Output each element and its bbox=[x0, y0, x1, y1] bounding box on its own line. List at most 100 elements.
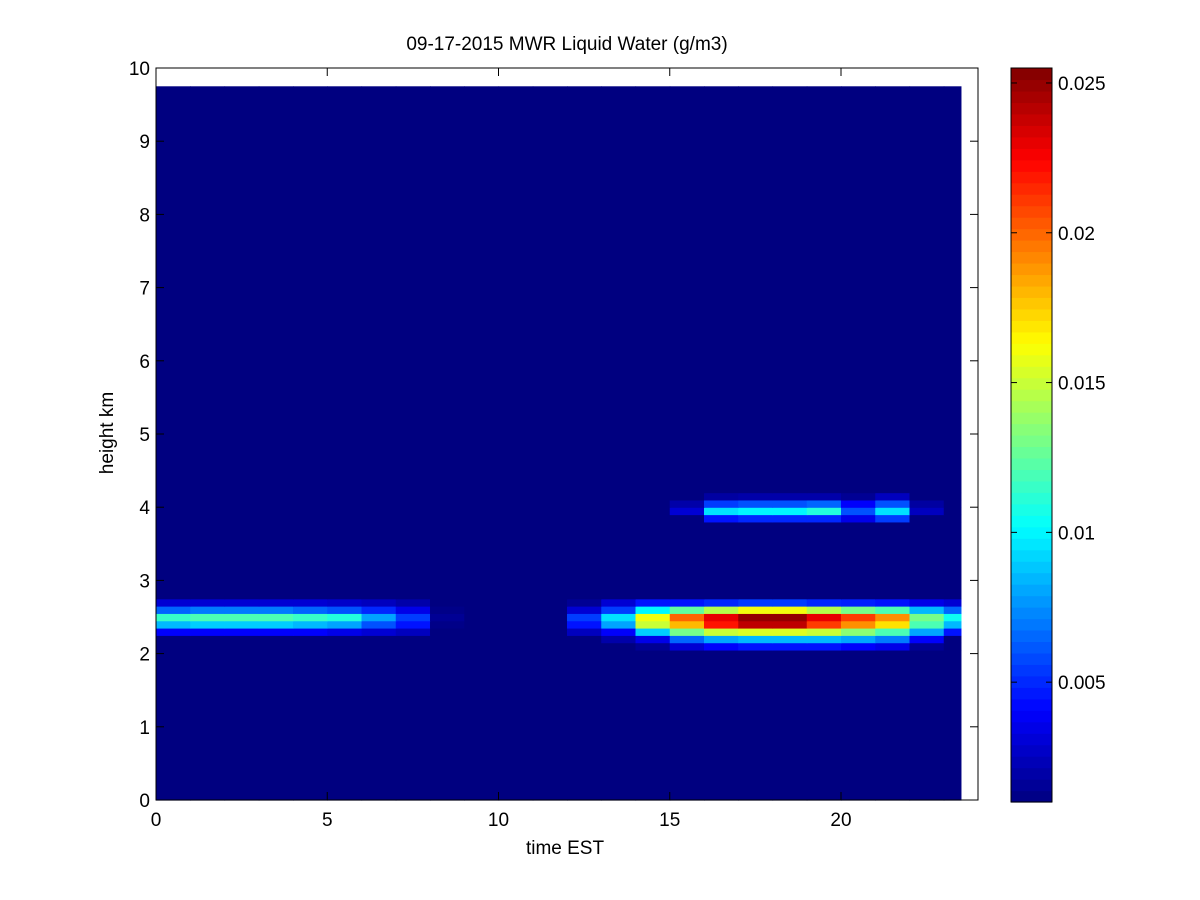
heatmap-cell bbox=[567, 642, 602, 651]
heatmap-cell bbox=[635, 492, 671, 501]
heatmap-cell bbox=[430, 606, 465, 614]
heatmap-cell bbox=[532, 620, 568, 629]
heatmap-cell bbox=[395, 499, 431, 508]
heatmap-cell bbox=[635, 649, 671, 801]
heatmap-cell bbox=[909, 620, 945, 629]
x-tick-label: 20 bbox=[830, 810, 851, 831]
heatmap-cell bbox=[567, 499, 602, 508]
heatmap-cell bbox=[875, 642, 911, 651]
heatmap-cell bbox=[738, 642, 774, 651]
heatmap-cell bbox=[224, 627, 260, 636]
colorbar-segment bbox=[1011, 285, 1052, 298]
x-tick-label: 10 bbox=[488, 810, 509, 831]
heatmap-cell bbox=[430, 649, 465, 801]
colorbar-segment bbox=[1011, 159, 1052, 172]
heatmap-cell bbox=[772, 642, 808, 651]
colorbar-segment bbox=[1011, 549, 1052, 562]
heatmap-cell bbox=[909, 627, 945, 636]
heatmap-cell bbox=[293, 521, 328, 600]
heatmap-cell bbox=[395, 606, 431, 614]
heatmap-cell bbox=[738, 649, 774, 801]
heatmap-cell bbox=[361, 492, 397, 501]
heatmap-cell bbox=[190, 507, 226, 516]
heatmap-cell bbox=[772, 613, 808, 622]
colorbar-segment bbox=[1011, 262, 1052, 276]
heatmap-cell bbox=[395, 507, 431, 516]
heatmap-cell bbox=[361, 649, 397, 801]
heatmap-cell bbox=[327, 635, 363, 644]
colorbar-segment bbox=[1011, 136, 1052, 149]
heatmap-cell bbox=[806, 521, 842, 600]
heatmap-cell bbox=[601, 613, 637, 622]
heatmap-cell bbox=[806, 606, 842, 614]
heatmap-cell bbox=[669, 606, 705, 614]
heatmap-cell bbox=[943, 642, 962, 651]
heatmap-cell bbox=[464, 598, 500, 607]
heatmap-cell bbox=[464, 514, 500, 523]
heatmap-cell bbox=[190, 492, 226, 501]
colorbar-segment bbox=[1011, 102, 1052, 115]
heatmap-cell bbox=[601, 492, 637, 501]
heatmap-cell bbox=[224, 492, 260, 501]
heatmap-cell bbox=[875, 521, 911, 600]
heatmap-cell bbox=[875, 86, 911, 494]
heatmap-cell bbox=[567, 521, 602, 600]
heatmap-cell bbox=[258, 627, 294, 636]
heatmap-cell bbox=[190, 499, 226, 508]
heatmap-cell bbox=[806, 86, 842, 494]
heatmap-cell bbox=[430, 642, 465, 651]
colorbar-segment bbox=[1011, 297, 1052, 310]
heatmap-cell bbox=[635, 627, 671, 636]
colorbar-segment bbox=[1011, 790, 1052, 803]
y-tick-label: 3 bbox=[139, 571, 150, 592]
heatmap-cell bbox=[498, 514, 534, 523]
heatmap-cell bbox=[293, 598, 328, 607]
heatmap-cell bbox=[806, 620, 842, 629]
heatmap-cell bbox=[190, 627, 226, 636]
heatmap-cell bbox=[772, 521, 808, 600]
heatmap-cell bbox=[669, 86, 705, 494]
colorbar-tick-label: 0.005 bbox=[1058, 673, 1106, 694]
heatmap-cell bbox=[327, 514, 363, 523]
heatmap-cell bbox=[669, 521, 705, 600]
y-tick-label: 0 bbox=[139, 791, 150, 812]
heatmap-cell bbox=[841, 514, 876, 523]
heatmap-cell bbox=[395, 649, 431, 801]
heatmap-cell bbox=[669, 627, 705, 636]
heatmap-cell bbox=[909, 514, 945, 523]
heatmap-cell bbox=[601, 499, 637, 508]
heatmap-cell bbox=[567, 635, 602, 644]
heatmap-cell bbox=[224, 499, 260, 508]
heatmap-cell bbox=[361, 521, 397, 600]
y-tick-label: 2 bbox=[139, 645, 150, 666]
heatmap-cell bbox=[909, 642, 945, 651]
heatmap-cell bbox=[258, 514, 294, 523]
heatmap-cell bbox=[224, 635, 260, 644]
heatmap-cell bbox=[258, 606, 294, 614]
heatmap-cell bbox=[601, 620, 637, 629]
heatmap-cell bbox=[293, 492, 328, 501]
heatmap-cell bbox=[567, 606, 602, 614]
heatmap-cell bbox=[156, 507, 191, 516]
colorbar-segment bbox=[1011, 435, 1052, 448]
heatmap-cell bbox=[395, 635, 431, 644]
heatmap-cell bbox=[806, 635, 842, 644]
heatmap-cell bbox=[704, 507, 739, 516]
heatmap-cell bbox=[806, 499, 842, 508]
heatmap-cell bbox=[738, 499, 774, 508]
heatmap-cells bbox=[156, 86, 962, 801]
heatmap-cell bbox=[190, 598, 226, 607]
heatmap-cell bbox=[464, 507, 500, 516]
heatmap-cell bbox=[532, 521, 568, 600]
heatmap-cell bbox=[327, 86, 363, 494]
colorbar-segment bbox=[1011, 607, 1052, 620]
heatmap-cell bbox=[224, 613, 260, 622]
heatmap-cell bbox=[635, 606, 671, 614]
heatmap-cell bbox=[738, 492, 774, 501]
heatmap-cell bbox=[430, 521, 465, 600]
heatmap-cell bbox=[430, 86, 465, 494]
heatmap-cell bbox=[224, 598, 260, 607]
heatmap-cell bbox=[532, 613, 568, 622]
heatmap-cell bbox=[909, 635, 945, 644]
heatmap-cell bbox=[361, 86, 397, 494]
